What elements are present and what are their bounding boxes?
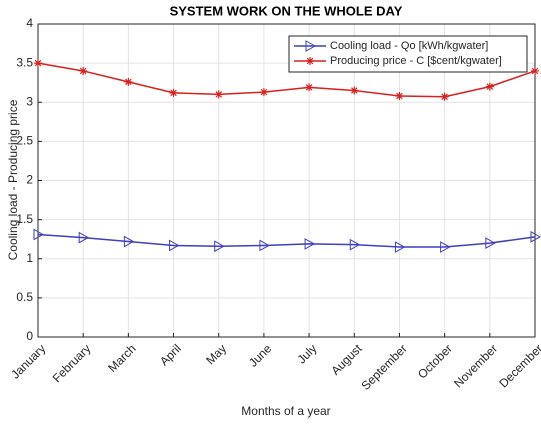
- y-tick-label: 4: [26, 16, 33, 30]
- marker: [34, 59, 42, 68]
- y-tick-label: 0.5: [16, 290, 33, 304]
- series-line: [37, 62, 536, 98]
- marker: [440, 241, 451, 253]
- y-tick-label: 1.5: [16, 212, 33, 226]
- marker: [214, 90, 223, 99]
- marker: [169, 239, 180, 252]
- marker: [350, 86, 359, 95]
- marker: [169, 88, 178, 97]
- marker: [33, 228, 45, 241]
- legend-box: [288, 35, 528, 73]
- marker: [485, 82, 494, 91]
- marker: [305, 83, 314, 92]
- marker: [530, 230, 541, 243]
- y-tick-label: 3: [26, 94, 33, 108]
- y-tick-label: 2.5: [16, 134, 33, 148]
- y-tick-label: 1: [26, 251, 33, 265]
- marker: [485, 237, 496, 249]
- marker: [79, 66, 88, 75]
- series-line: [37, 233, 536, 248]
- marker: [304, 238, 316, 250]
- plot-frame: [37, 23, 536, 338]
- marker: [259, 88, 268, 97]
- marker: [395, 91, 404, 100]
- y-tick-label: 2: [26, 173, 33, 187]
- marker: [124, 77, 133, 86]
- chart-title: SYSTEM WORK ON THE WHOLE DAY: [170, 3, 403, 18]
- marker: [440, 92, 449, 101]
- legend: Cooling load - Qo [kWh/kgwater] Producing…: [288, 35, 528, 73]
- marker: [123, 235, 135, 248]
- legend-label: Producing price - C [$cent/kgwater]: [330, 55, 502, 67]
- marker: [306, 57, 314, 65]
- y-tick-label: 3.5: [16, 55, 33, 69]
- marker: [78, 231, 90, 244]
- x-axis-label: Months of a year: [241, 404, 330, 418]
- y-tick-label: 0: [26, 329, 33, 343]
- marker: [394, 241, 406, 253]
- legend-label: Cooling load - Qo [kWh/kgwater]: [330, 40, 488, 52]
- marker: [214, 240, 225, 253]
- marker: [531, 66, 539, 75]
- marker: [259, 239, 270, 252]
- marker: [305, 40, 317, 52]
- y-axis-label: Cooling load - Producing price: [6, 99, 20, 260]
- marker: [349, 238, 361, 251]
